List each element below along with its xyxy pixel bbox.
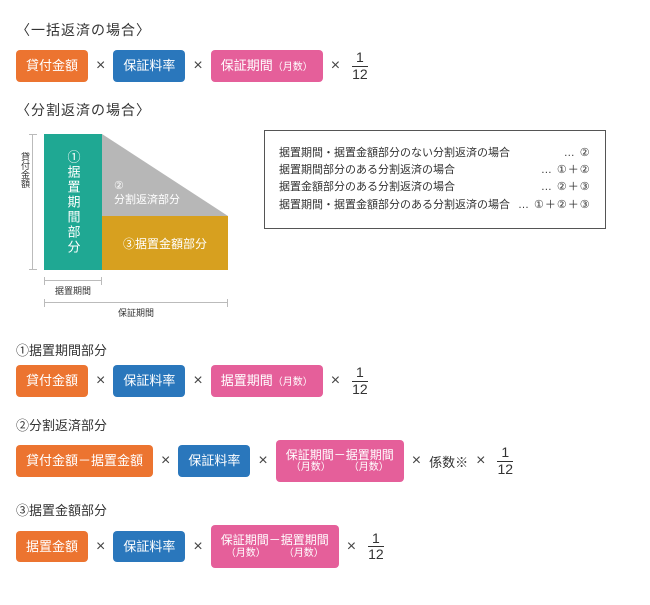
- op-mul: ×: [94, 538, 107, 556]
- section-title-lump: 〈一括返済の場合〉: [16, 20, 634, 40]
- note-row: 据置金額部分のある分割返済の場合… ②＋③: [279, 181, 591, 194]
- fraction: 1 12: [348, 50, 372, 82]
- x-label-1: 据置期間: [44, 284, 102, 297]
- op-mul: ×: [191, 372, 204, 390]
- op-mul: ×: [191, 57, 204, 75]
- x-bracket-1: [44, 280, 102, 281]
- notes-box: 据置期間・据置金額部分のない分割返済の場合… ② 据置期間部分のある分割返済の場…: [264, 130, 606, 229]
- pill-period: 据置期間（月数）: [211, 365, 323, 397]
- pill-loan-amount: 貸付金額: [16, 365, 88, 397]
- op-mul: ×: [345, 538, 358, 556]
- op-mul: ×: [94, 372, 107, 390]
- pill-loan-amount: 貸付金額: [16, 50, 88, 82]
- y-axis-label: 貸付金額: [20, 152, 32, 188]
- sub-title-3: ③据置金額部分: [16, 500, 634, 519]
- region-2-label: ②分割返済部分: [114, 180, 180, 208]
- note-row: 据置期間・据置金額部分のある分割返済の場合… ①＋②＋③: [279, 199, 591, 212]
- diagram-wrap: 貸付金額 ①据置期間部分 ②分割返済部分 ③据置金額部分 据置期間 保証期間 据…: [16, 130, 634, 330]
- note-row: 据置期間部分のある分割返済の場合… ①＋②: [279, 164, 591, 177]
- sub-title-1: ①据置期間部分: [16, 340, 634, 359]
- fraction: 112: [364, 531, 388, 563]
- pill-rate: 保証料率: [113, 365, 185, 397]
- pill-loan-minus-defer: 貸付金額－据置金額: [16, 445, 153, 477]
- fraction: 112: [493, 445, 517, 477]
- pill-period-diff: 保証期間－据置期間 （月数）（月数）: [276, 440, 404, 482]
- coefficient: 係数※: [429, 452, 468, 471]
- region-1: ①据置期間部分: [44, 134, 102, 270]
- op-mul: ×: [159, 452, 172, 470]
- chart: 貸付金額 ①据置期間部分 ②分割返済部分 ③据置金額部分 据置期間 保証期間: [16, 130, 246, 330]
- x-bracket-2: [44, 302, 228, 303]
- pill-rate: 保証料率: [178, 445, 250, 477]
- formula-3: 据置金額 × 保証料率 × 保証期間－据置期間 （月数）（月数） × 112: [16, 525, 634, 567]
- region-3: ③据置金額部分: [102, 216, 228, 270]
- pill-rate: 保証料率: [113, 50, 185, 82]
- pill-period-diff: 保証期間－据置期間 （月数）（月数）: [211, 525, 339, 567]
- op-mul: ×: [329, 57, 342, 75]
- pill-rate: 保証料率: [113, 531, 185, 563]
- op-mul: ×: [94, 57, 107, 75]
- formula-1: 貸付金額 × 保証料率 × 据置期間（月数） × 112: [16, 365, 634, 397]
- pill-period: 保証期間（月数）: [211, 50, 323, 82]
- fraction: 112: [348, 365, 372, 397]
- op-mul: ×: [329, 372, 342, 390]
- section-title-split: 〈分割返済の場合〉: [16, 100, 634, 120]
- x-label-2: 保証期間: [44, 306, 228, 319]
- formula-lump: 貸付金額 × 保証料率 × 保証期間（月数） × 1 12: [16, 50, 634, 82]
- op-mul: ×: [410, 452, 423, 470]
- formula-2: 貸付金額－据置金額 × 保証料率 × 保証期間－据置期間 （月数）（月数） × …: [16, 440, 634, 482]
- pill-defer-amount: 据置金額: [16, 531, 88, 563]
- op-mul: ×: [474, 452, 487, 470]
- op-mul: ×: [191, 538, 204, 556]
- note-row: 据置期間・据置金額部分のない分割返済の場合… ②: [279, 147, 591, 160]
- y-axis-tick: [32, 134, 33, 270]
- sub-title-2: ②分割返済部分: [16, 415, 634, 434]
- op-mul: ×: [256, 452, 269, 470]
